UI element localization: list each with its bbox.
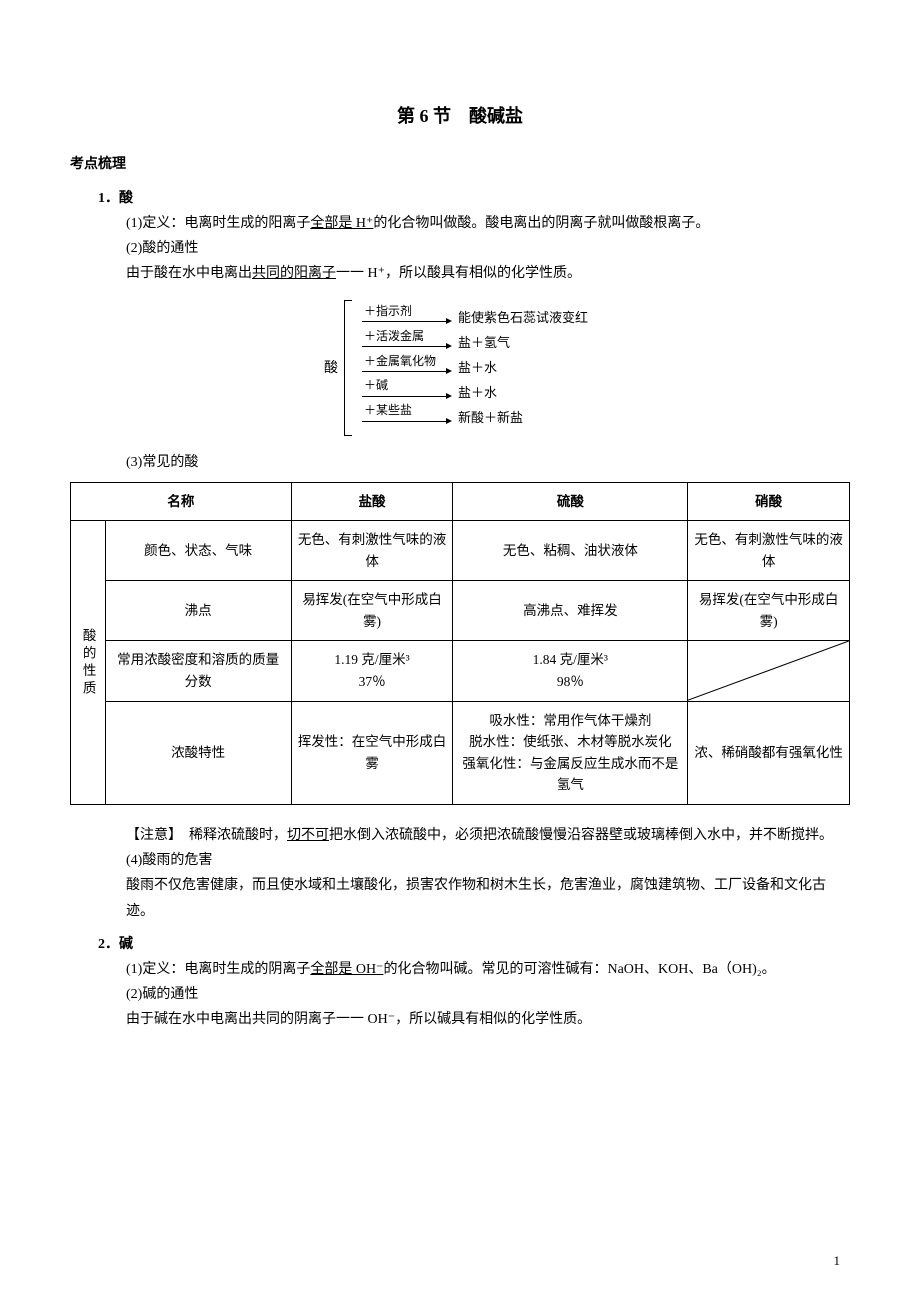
td-r3-label: 常用浓酸密度和溶质的质量分数 [105,641,291,701]
prop-underline: 共同的阳离子 [252,266,336,281]
td-r1-c3: 无色、有刺激性气味的液体 [688,521,850,581]
acid-rain-label: (4)酸雨的危害 [70,848,850,873]
note-rest: 把水倒入浓硫酸中，必须把浓硫酸慢慢沿容器壁或玻璃棒倒入水中，并不断搅拌。 [329,828,833,843]
th-hno3: 硝酸 [688,482,850,521]
td-r2-c2: 高沸点、难挥发 [453,581,688,641]
acid-comparison-table: 名称 盐酸 硫酸 硝酸 酸的性质 颜色、状态、气味 无色、有刺激性气味的液体 无… [70,482,850,806]
diagram-label: 酸 [324,300,344,436]
base-def-label: (1)定义：电离时生成的阴离子 [126,962,310,977]
page-number: 1 [834,1249,841,1272]
base-def-underline: 全部是 OH⁻ [310,962,383,977]
diagonal-line-icon [688,641,849,700]
acid-property-label: (2)酸的通性 [70,236,850,261]
td-r3-c2: 1.84 克/厘米³98％ [453,641,688,701]
td-r1-c2: 无色、粘稠、油状液体 [453,521,688,581]
note-underline: 切不可 [287,828,329,843]
th-name: 名称 [71,482,292,521]
arrow-icon [362,312,446,322]
arrow-icon [362,387,446,397]
td-r2-label: 沸点 [105,581,291,641]
td-r4-c2: 吸水性：常用作气体干燥剂脱水性：使纸张、木材等脱水炭化强氧化性：与金属反应生成水… [453,701,688,804]
def-rest: 的化合物叫做酸。酸电离出的阴离子就叫做酸根离子。 [373,216,709,231]
reaction-product: 新酸＋新盐 [458,408,523,429]
td-r4-label: 浓酸特性 [105,701,291,804]
th-h2so4: 硫酸 [453,482,688,521]
acid-reaction-diagram: 酸 ＋指示剂能使紫色石蕊试液变红＋活泼金属盐＋氢气＋金属氧化物盐＋水＋碱盐＋水＋… [70,300,850,436]
td-r2-c3: 易挥发(在空气中形成白雾) [688,581,850,641]
document-title: 第 6 节 酸碱盐 [70,100,850,132]
base-property-text: 由于碱在水中电离出共同的阴离子一一 OH⁻，所以碱具有相似的化学性质。 [70,1007,850,1032]
td-r1-c1: 无色、有刺激性气味的液体 [291,521,453,581]
td-r1-label: 颜色、状态、气味 [105,521,291,581]
section-1-acid: 1．酸 [70,186,850,211]
arrow-wrap: ＋某些盐 [360,408,450,429]
acid-definition: (1)定义：电离时生成的阳离子全部是 H⁺的化合物叫做酸。酸电离出的阴离子就叫做… [70,211,850,236]
th-hcl: 盐酸 [291,482,453,521]
prop-text-a: 由于酸在水中电离出 [126,266,252,281]
note-label: 【注意】 稀释浓硫酸时， [126,828,287,843]
dilution-note: 【注意】 稀释浓硫酸时，切不可把水倒入浓硫酸中，必须把浓硫酸慢慢沿容器壁或玻璃棒… [70,823,850,848]
def-underline: 全部是 H⁺ [310,216,373,231]
diagram-row: ＋金属氧化物盐＋水 [360,356,588,381]
reaction-product: 盐＋水 [458,358,497,379]
base-definition: (1)定义：电离时生成的阴离子全部是 OH⁻的化合物叫碱。常见的可溶性碱有：Na… [70,957,850,982]
section-2-base: 2．碱 [70,932,850,957]
td-r3-c3-diagonal [688,641,850,701]
reaction-product: 能使紫色石蕊试液变红 [458,308,588,329]
td-r2-c1: 易挥发(在空气中形成白雾) [291,581,453,641]
diagram-row: ＋某些盐新酸＋新盐 [360,406,588,431]
arrow-icon [362,337,446,347]
td-r4-c1: 挥发性：在空气中形成白雾 [291,701,453,804]
arrow-icon [362,362,446,372]
reaction-product: 盐＋氢气 [458,333,510,354]
diagram-rows: ＋指示剂能使紫色石蕊试液变红＋活泼金属盐＋氢气＋金属氧化物盐＋水＋碱盐＋水＋某些… [352,300,596,436]
arrow-icon [362,412,446,422]
def-label: (1)定义：电离时生成的阳离子 [126,216,310,231]
base-property-label: (2)碱的通性 [70,982,850,1007]
acid-property-text: 由于酸在水中电离出共同的阳离子一一 H⁺，所以酸具有相似的化学性质。 [70,261,850,286]
td-r4-c3: 浓、稀硝酸都有强氧化性 [688,701,850,804]
acid-rain-text: 酸雨不仅危害健康，而且使水域和土壤酸化，损害农作物和树木生长，危害渔业，腐蚀建筑… [70,873,850,923]
bracket-icon [344,300,352,436]
td-vlabel: 酸的性质 [71,521,106,805]
reaction-product: 盐＋水 [458,383,497,404]
common-acids-label: (3)常见的酸 [70,450,850,475]
outline-header: 考点梳理 [70,152,850,177]
base-def-rest: 的化合物叫碱。常见的可溶性碱有：NaOH、KOH、Ba（OH)₂。 [383,962,775,977]
prop-text-b: 一一 H⁺，所以酸具有相似的化学性质。 [336,266,581,281]
td-r3-c1: 1.19 克/厘米³37％ [291,641,453,701]
